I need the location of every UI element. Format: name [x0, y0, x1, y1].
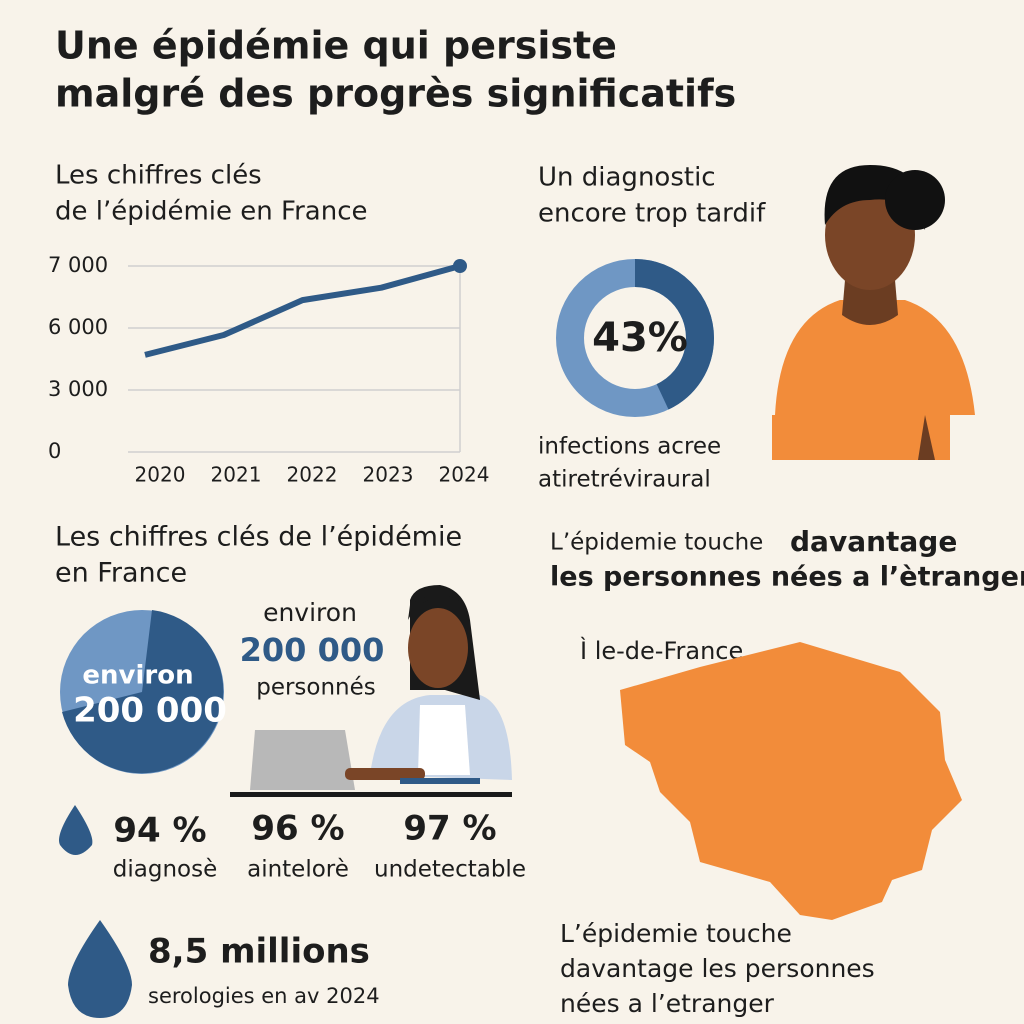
- y-tick-label: 6 000: [48, 315, 108, 339]
- region-map: [620, 642, 962, 920]
- section-title: Les chiffres clés: [55, 161, 262, 191]
- drop-icon: [68, 920, 132, 1018]
- title: Une épidémie qui persiste: [55, 24, 617, 68]
- x-tick-label: 2024: [439, 463, 490, 487]
- stat-value: 8,5 millions: [148, 932, 370, 972]
- callout: environ: [263, 598, 357, 627]
- donut-label: 43%: [592, 315, 688, 361]
- stat-label: aintelorè: [247, 857, 349, 883]
- section-title: L’épidemie touche: [550, 530, 763, 556]
- stat-value: 94 %: [113, 811, 206, 851]
- caption: infections acree: [538, 434, 721, 460]
- x-tick-label: 2020: [135, 463, 186, 487]
- line-chart: 0 3 000 6 000 7 000 2020 2021 2022 2023 2024: [48, 253, 489, 487]
- callout: personnés: [256, 675, 376, 701]
- caption: nées a l’etranger: [560, 989, 775, 1018]
- y-tick-label: 3 000: [48, 377, 108, 401]
- section-title: encore trop tardif: [538, 199, 766, 229]
- stat-value: 96 %: [251, 809, 344, 849]
- section-title: Un diagnostic: [538, 163, 716, 193]
- caption: atiretréviraural: [538, 467, 711, 493]
- y-tick-label: 7 000: [48, 253, 108, 277]
- donut-segment: [556, 259, 714, 417]
- pie: [60, 610, 224, 774]
- donut-chart: 43%: [556, 259, 714, 417]
- stat-label: serologies en av 2024: [148, 984, 380, 1008]
- y-tick-label: 0: [48, 439, 61, 463]
- section-title: en France: [55, 558, 187, 589]
- stat-label: diagnosè: [113, 857, 217, 883]
- region-name: Ì le-de-France: [580, 636, 743, 665]
- section-title: de l’épidémie en France: [55, 197, 367, 227]
- section-title: les personnes nées a l’ètranger: [550, 562, 1024, 593]
- pie-label: environ: [82, 661, 193, 691]
- stat-label: undetectable: [374, 857, 526, 883]
- line: [144, 263, 461, 358]
- caption: davantage les personnes: [560, 954, 875, 983]
- section-title: Les chiffres clés de l’épidémie: [55, 522, 462, 553]
- callout-value: 200 000: [240, 631, 385, 669]
- title: malgré des progrès significatifs: [55, 72, 736, 116]
- illustration-laptop: [230, 585, 512, 797]
- x-tick-label: 2021: [211, 463, 262, 487]
- section-title: davantage: [790, 525, 957, 558]
- end-point: [453, 259, 467, 273]
- x-tick-label: 2022: [287, 463, 338, 487]
- stat-value: 97 %: [403, 809, 496, 849]
- drop-icon: [59, 805, 93, 855]
- pie-label: 200 000: [73, 691, 227, 731]
- illustration-woman: [772, 165, 975, 460]
- caption: L’épidemie touche: [560, 919, 792, 948]
- x-tick-label: 2023: [363, 463, 414, 487]
